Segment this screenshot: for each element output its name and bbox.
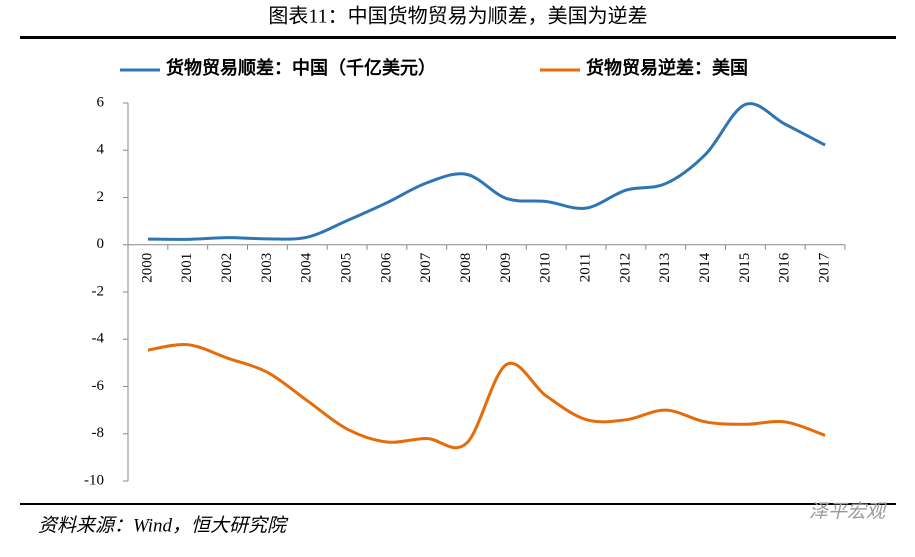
x-tick-label: 2001: [179, 253, 195, 283]
x-tick-label: 2010: [538, 253, 554, 283]
y-tick-label: -8: [92, 425, 105, 441]
series-line: [147, 102, 826, 241]
x-tick-label: 2013: [657, 253, 673, 283]
y-tick-label: -4: [92, 331, 105, 347]
x-tick-label: 2007: [418, 252, 434, 283]
y-tick-label: -2: [92, 283, 105, 299]
y-tick-label: -6: [92, 378, 105, 394]
x-tick-label: 2008: [458, 253, 474, 283]
x-tick-label: 2009: [498, 253, 514, 283]
x-tick-label: 2004: [299, 252, 315, 283]
x-tick-label: 2011: [578, 253, 594, 282]
y-tick-label: 0: [97, 236, 105, 252]
legend-label: 货物贸易顺差：中国（千亿美元）: [166, 57, 436, 78]
legend-label: 货物贸易逆差：美国: [586, 57, 748, 78]
x-tick-label: 2005: [339, 253, 355, 283]
x-tick-label: 2015: [737, 253, 753, 283]
x-tick-label: 2016: [777, 252, 793, 283]
watermark: 泽平宏观: [809, 500, 887, 522]
y-tick-label: 2: [97, 189, 105, 205]
x-tick-label: 2006: [378, 252, 394, 283]
series-line: [147, 342, 826, 450]
y-tick-label: 6: [97, 94, 105, 110]
x-tick-label: 2002: [219, 253, 235, 283]
y-tick-label: -10: [84, 472, 104, 488]
chart-title: 图表11：中国货物贸易为顺差，美国为逆差: [268, 5, 647, 28]
x-tick-label: 2003: [259, 253, 275, 283]
x-tick-label: 2014: [697, 252, 713, 283]
source: 资料来源：Wind，恒大研究院: [38, 514, 289, 536]
y-tick-label: 4: [97, 142, 105, 158]
header-rule: [20, 36, 896, 39]
x-tick-label: 2017: [817, 252, 833, 283]
x-tick-label: 2000: [139, 253, 155, 283]
x-tick-label: 2012: [617, 253, 633, 283]
footer-rule: [20, 503, 896, 505]
